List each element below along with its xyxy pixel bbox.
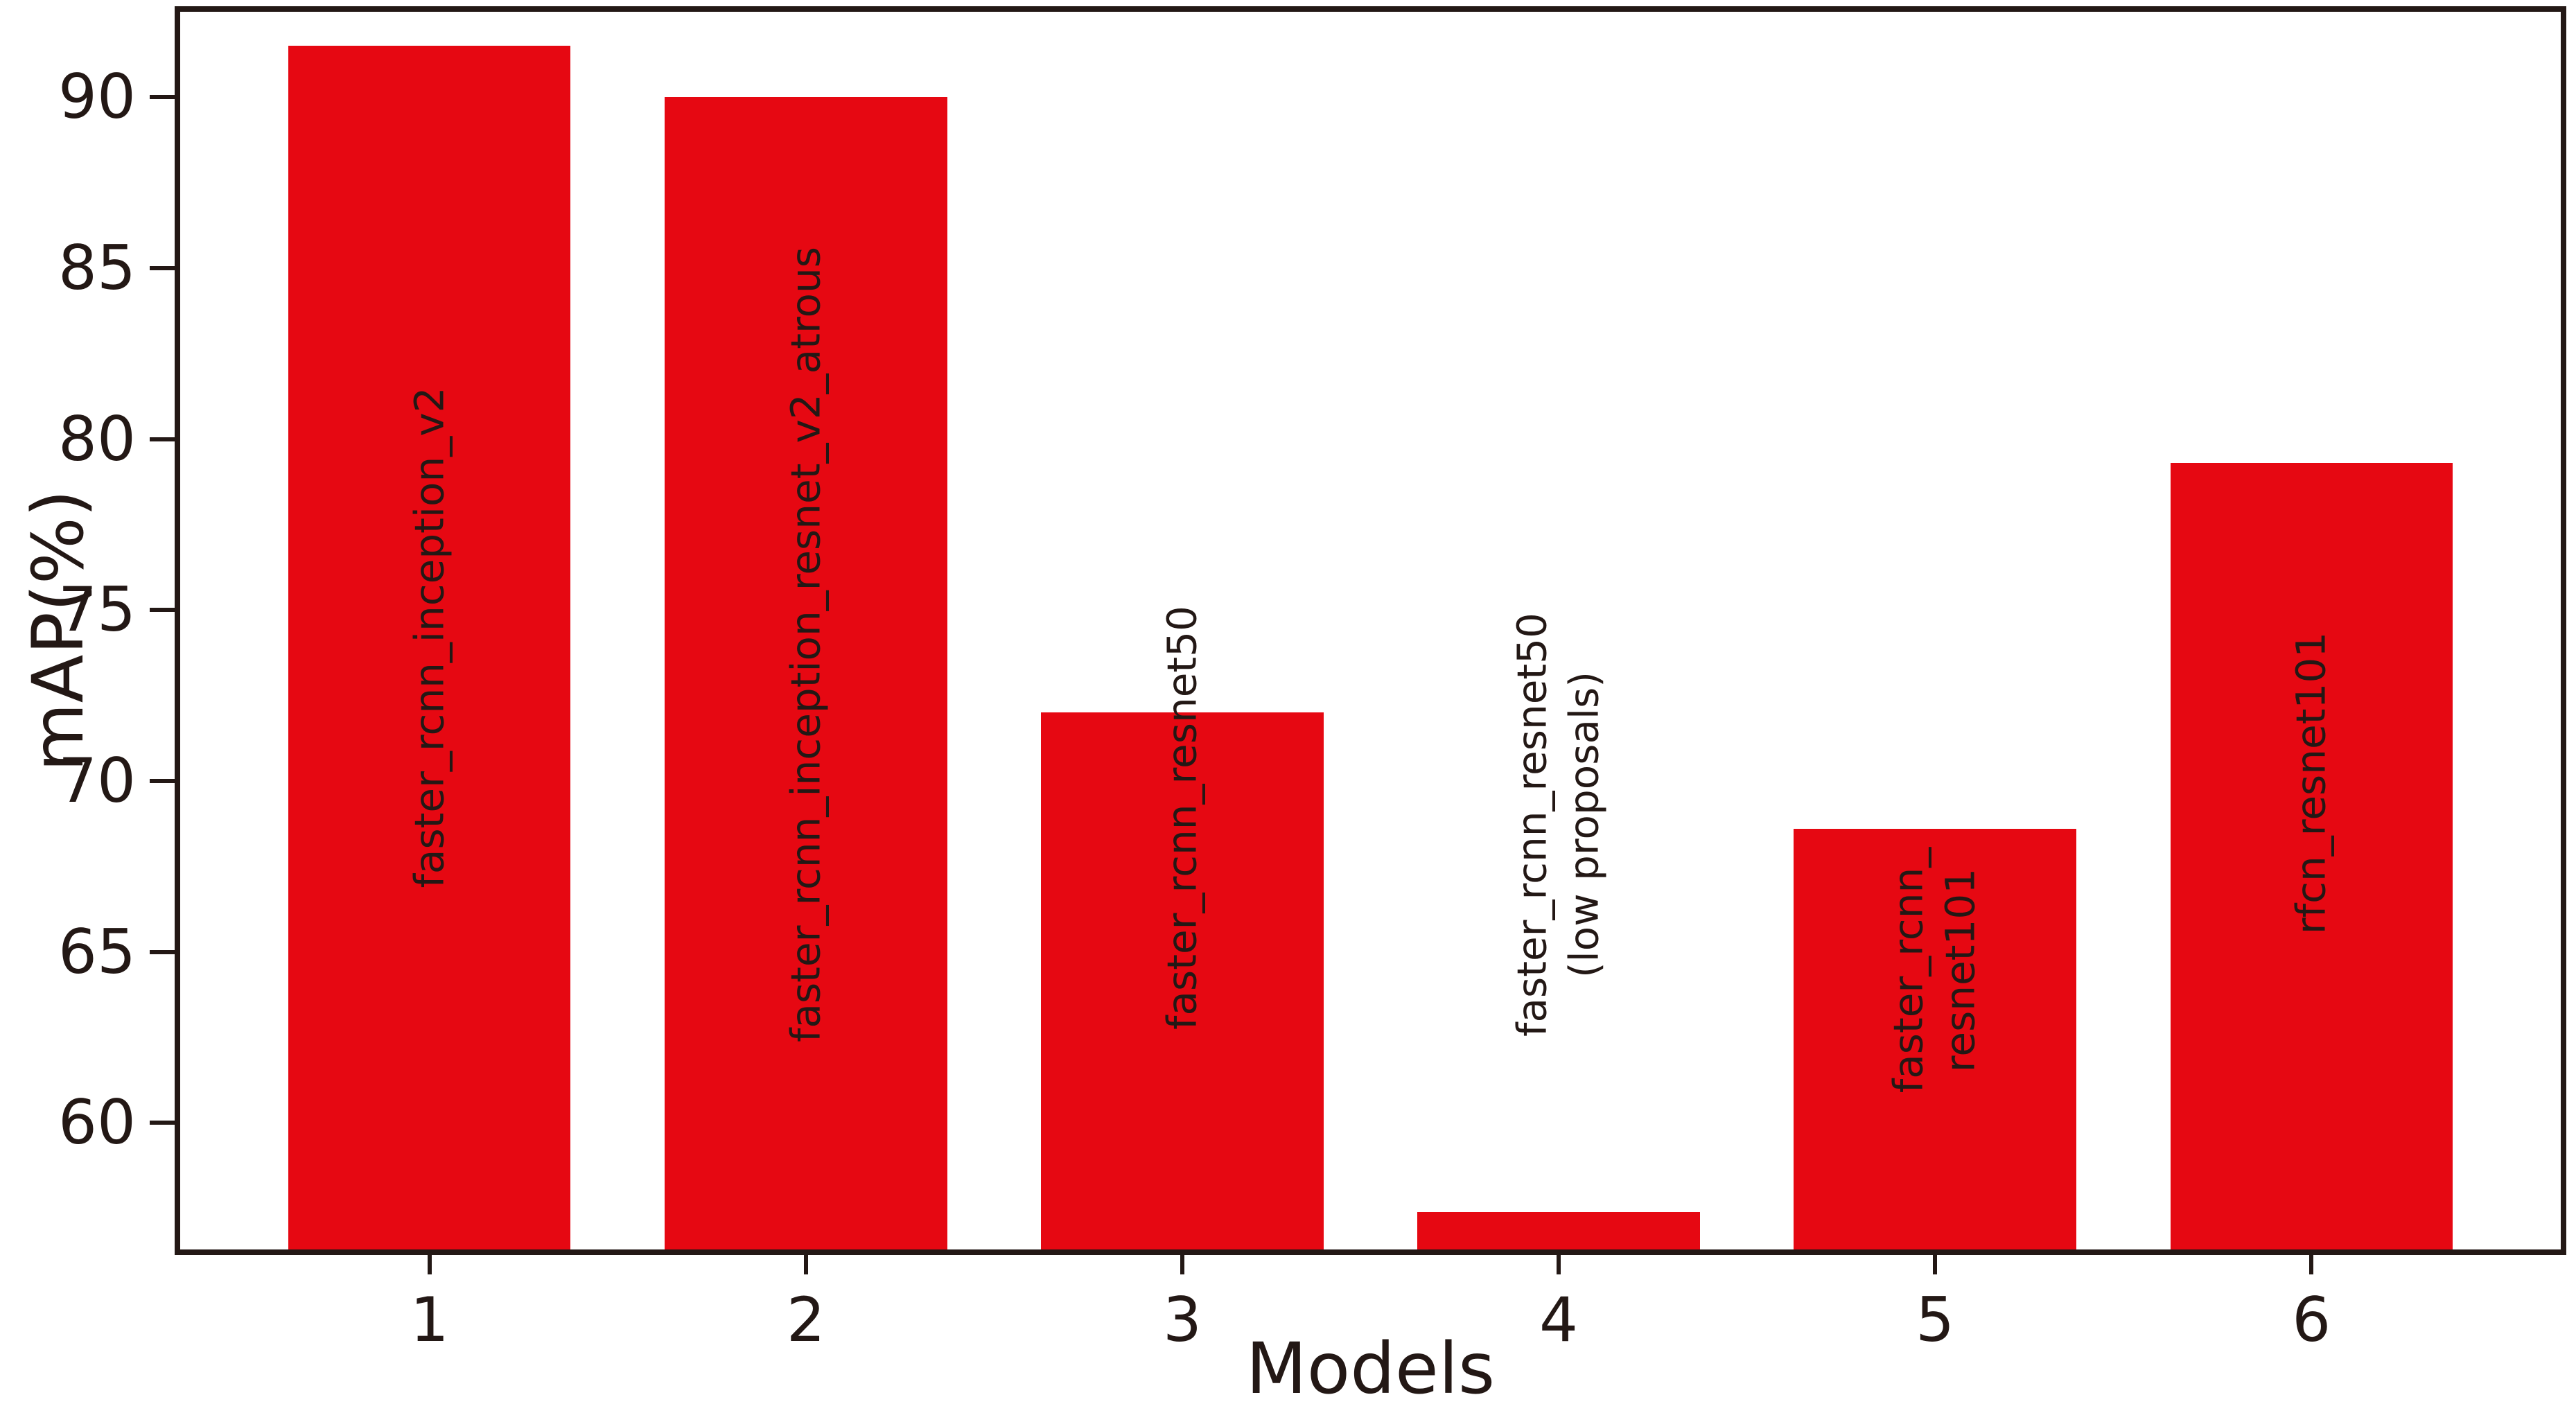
x-tick-label: 3 — [1162, 1284, 1202, 1355]
bar-label-model-2: faster_rcnn_inception_resnet_v2_atrous — [780, 247, 832, 1042]
y-tick-label: 70 — [58, 745, 136, 817]
y-tick-label: 80 — [58, 403, 136, 475]
bar-label-line: faster_rcnn_resnet50 — [1158, 606, 1206, 1030]
bar-label-model-4: faster_rcnn_resnet50 (low proposals) — [1507, 613, 1611, 1037]
y-tick-mark — [150, 949, 175, 954]
y-tick-label: 90 — [58, 61, 136, 133]
x-tick-mark — [427, 1249, 432, 1274]
y-tick-mark — [150, 437, 175, 441]
bar-model-2 — [665, 97, 947, 1249]
bar-label-model-1: faster_rcnn_inception_v2 — [403, 387, 455, 888]
y-tick-label: 60 — [58, 1087, 136, 1159]
bar-label-line: faster_rcnn_ — [1884, 847, 1932, 1094]
x-tick-label: 1 — [410, 1284, 449, 1355]
y-tick-mark — [150, 266, 175, 271]
y-tick-label: 75 — [58, 574, 136, 646]
bar-label-line: faster_rcnn_inception_resnet_v2_atrous — [782, 247, 830, 1042]
bar-label-model-3: faster_rcnn_resnet50 — [1156, 606, 1208, 1030]
y-tick-mark — [150, 779, 175, 784]
bar-model-5 — [1794, 829, 2076, 1249]
plot-area — [175, 6, 2566, 1255]
bar-model-1 — [288, 46, 571, 1249]
y-tick-label: 65 — [58, 915, 136, 988]
y-tick-label: 85 — [58, 232, 136, 304]
x-tick-mark — [1180, 1249, 1184, 1274]
bar-label-line: (low proposals) — [1561, 672, 1609, 979]
bar-label-line: resnet101 — [1937, 868, 1985, 1073]
x-tick-mark — [803, 1249, 808, 1274]
bar-model-3 — [1041, 712, 1324, 1249]
x-tick-label: 2 — [786, 1284, 825, 1355]
x-tick-label: 6 — [2292, 1284, 2331, 1355]
x-tick-label: 4 — [1539, 1284, 1579, 1355]
x-tick-label: 5 — [1916, 1284, 1955, 1355]
bar-label-line: faster_rcnn_resnet50 — [1508, 613, 1556, 1037]
x-tick-mark — [1933, 1249, 1938, 1274]
bar-model-4 — [1417, 1211, 1700, 1249]
bar-label-line: faster_rcnn_inception_v2 — [405, 387, 453, 888]
bar-model-6 — [2170, 463, 2453, 1249]
bar-label-model-5: faster_rcnn_ resnet101 — [1883, 848, 1988, 1093]
bar-label-line: rfcn_resnet101 — [2287, 631, 2335, 935]
x-tick-mark — [2309, 1249, 2314, 1274]
y-tick-mark — [150, 1121, 175, 1125]
x-axis-label: Models — [1245, 1328, 1496, 1404]
y-tick-mark — [150, 95, 175, 100]
x-tick-mark — [1557, 1249, 1561, 1274]
bar-label-model-6: rfcn_resnet101 — [2286, 632, 2338, 934]
y-tick-mark — [150, 608, 175, 613]
